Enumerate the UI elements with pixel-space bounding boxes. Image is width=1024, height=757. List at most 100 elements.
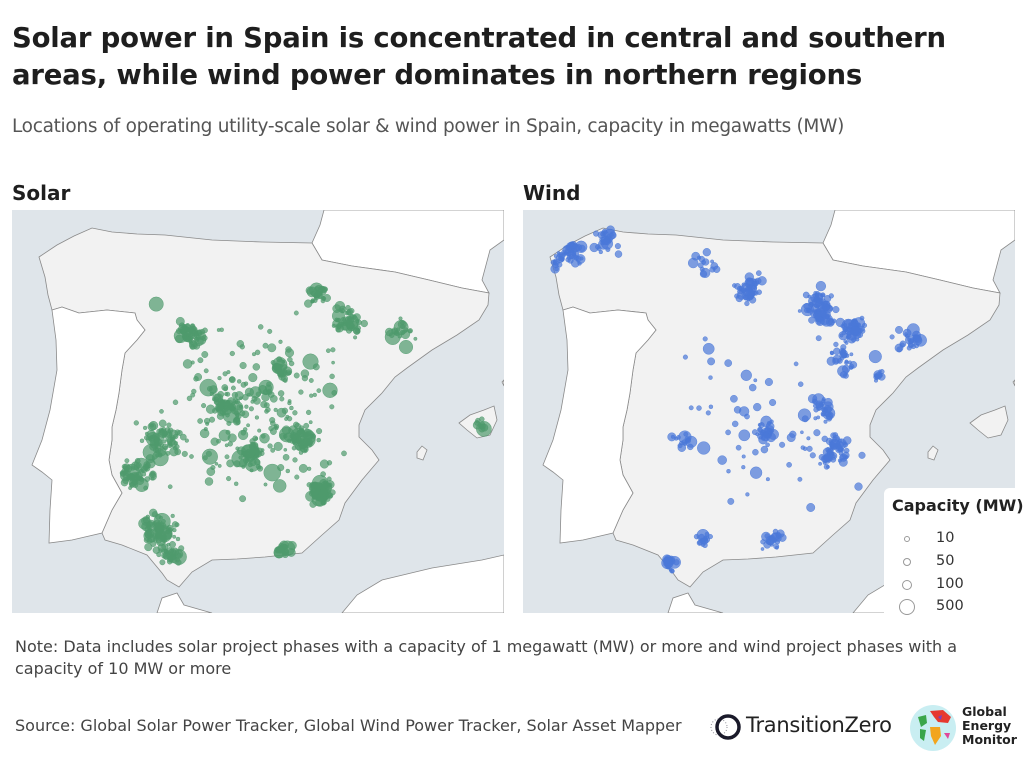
wind-point xyxy=(779,441,786,448)
wind-point xyxy=(572,243,579,249)
wind-point xyxy=(556,262,563,268)
solar-point xyxy=(262,342,269,349)
wind-point xyxy=(800,445,805,450)
africa-land xyxy=(341,554,504,613)
solar-point xyxy=(235,446,240,451)
gem-line: Energy xyxy=(962,718,1012,733)
wind-point xyxy=(802,291,810,299)
solar-point xyxy=(331,323,336,328)
solar-point xyxy=(182,359,193,369)
wind-point xyxy=(844,359,849,364)
solar-point xyxy=(257,428,262,433)
solar-point xyxy=(277,370,283,377)
solar-point xyxy=(219,327,224,333)
chart-title: Solar power in Spain is concentrated in … xyxy=(12,22,946,91)
solar-point xyxy=(139,438,145,444)
solar-point xyxy=(287,356,293,363)
wind-map xyxy=(523,210,1015,613)
wind-point xyxy=(745,492,750,497)
wind-point xyxy=(842,326,849,333)
solar-point xyxy=(175,334,184,344)
wind-point xyxy=(829,448,834,454)
wind-point xyxy=(823,397,833,407)
solar-point xyxy=(475,417,481,424)
solar-point xyxy=(146,458,156,469)
solar-point xyxy=(315,487,321,493)
solar-point xyxy=(142,516,151,524)
solar-point xyxy=(248,373,258,383)
solar-point xyxy=(168,443,172,447)
wind-point xyxy=(739,406,750,417)
wind-point xyxy=(879,369,885,375)
gem-line: Monitor xyxy=(962,732,1017,747)
wind-points xyxy=(550,225,927,574)
solar-point xyxy=(227,433,237,443)
solar-point xyxy=(226,397,236,407)
wind-point xyxy=(825,315,830,320)
solar-point xyxy=(267,328,273,334)
solar-point xyxy=(349,321,359,330)
wind-point xyxy=(873,373,880,380)
wind-point xyxy=(740,369,752,381)
wind-point xyxy=(558,252,566,259)
solar-point xyxy=(199,328,205,335)
solar-point xyxy=(273,423,280,430)
menorca-land xyxy=(1012,379,1015,387)
solar-point xyxy=(226,476,232,482)
wind-point xyxy=(849,352,854,357)
wind-point xyxy=(820,412,825,417)
wind-point xyxy=(753,403,762,412)
solar-point xyxy=(231,391,239,399)
wind-point xyxy=(836,445,844,453)
solar-point xyxy=(254,349,261,356)
solar-point xyxy=(349,313,355,319)
solar-point xyxy=(264,384,272,392)
wind-point xyxy=(709,266,716,273)
wind-point xyxy=(824,412,829,417)
wind-point xyxy=(697,255,702,260)
solar-point xyxy=(298,463,308,473)
solar-point xyxy=(341,450,347,457)
solar-point xyxy=(209,391,214,396)
solar-point xyxy=(156,551,162,558)
wind-point xyxy=(823,463,830,470)
solar-point xyxy=(391,327,399,335)
wind-point xyxy=(844,447,850,454)
wind-point xyxy=(823,419,828,424)
solar-point xyxy=(239,495,247,503)
solar-point xyxy=(282,453,290,461)
solar-point xyxy=(298,389,304,395)
wind-point xyxy=(797,309,802,313)
solar-point xyxy=(407,328,413,334)
wind-point xyxy=(819,401,825,407)
wind-point xyxy=(818,461,822,466)
wind-point xyxy=(868,350,882,364)
solar-point xyxy=(186,395,193,402)
wind-point xyxy=(858,451,866,459)
wind-point xyxy=(685,437,691,444)
solar-point xyxy=(180,325,188,333)
wind-point xyxy=(760,547,765,551)
solar-point xyxy=(189,454,194,459)
wind-point xyxy=(738,429,751,442)
solar-point xyxy=(146,537,153,544)
solar-point xyxy=(241,410,250,419)
solar-point xyxy=(413,336,418,341)
solar-point xyxy=(201,448,218,465)
solar-point xyxy=(331,390,338,396)
solar-point xyxy=(217,463,222,468)
capacity-legend: Capacity (MW) 10 50 100 500 xyxy=(884,488,1024,615)
solar-point xyxy=(241,464,246,469)
solar-point xyxy=(342,316,351,325)
wind-point xyxy=(744,300,750,307)
solar-point xyxy=(176,552,182,558)
wind-point xyxy=(724,359,732,367)
solar-point xyxy=(285,346,292,353)
wind-point xyxy=(808,316,815,324)
solar-point xyxy=(158,515,163,520)
solar-point xyxy=(254,436,259,441)
solar-point xyxy=(249,468,254,473)
solar-point xyxy=(272,363,281,373)
solar-map-label: Solar xyxy=(12,181,71,205)
wind-point xyxy=(765,442,770,448)
